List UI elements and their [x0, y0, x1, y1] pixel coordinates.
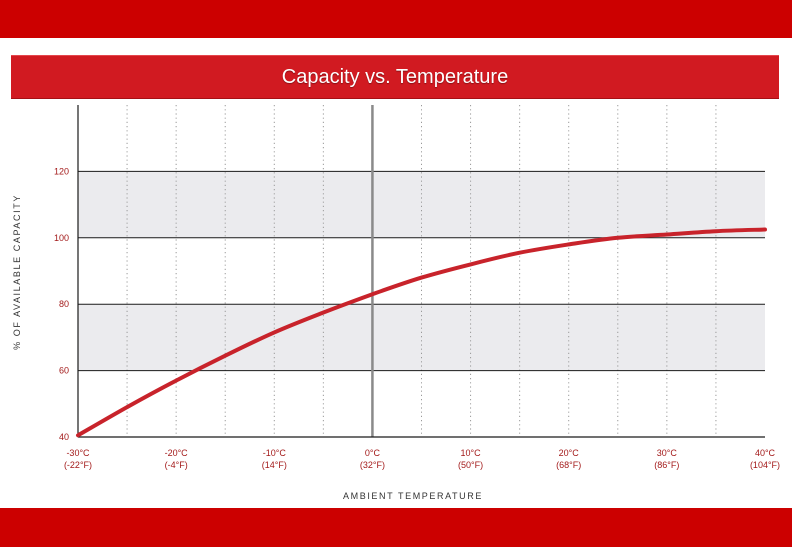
x-tick-label: 30°C [657, 448, 678, 458]
x-tick-sublabel: (86°F) [654, 460, 679, 470]
x-tick-sublabel: (104°F) [750, 460, 780, 470]
y-axis-title: % OF AVAILABLE CAPACITY [12, 194, 22, 350]
x-tick-sublabel: (68°F) [556, 460, 581, 470]
grid-lines [78, 105, 765, 437]
axes [77, 105, 765, 438]
y-tick-label: 80 [59, 299, 69, 309]
shaded-band-1 [78, 171, 765, 238]
x-tick-label: 40°C [755, 448, 776, 458]
x-axis-title: AMBIENT TEMPERATURE [343, 491, 483, 501]
x-tick-sublabel: (-22°F) [64, 460, 92, 470]
bottom-red-band [0, 508, 792, 547]
tick-labels: 40 60 80 100 120 -30°C (-22°F) -20°C (-4°F) -10°C… [54, 166, 780, 470]
chart-title: Capacity vs. Temperature [281, 65, 509, 88]
shaded-band-0 [78, 304, 765, 371]
chart-title-bar: Capacity vs. Temperature [11, 55, 779, 99]
top-red-band [0, 0, 792, 38]
x-tick-label: -20°C [165, 448, 189, 458]
x-tick-label: 0°C [365, 448, 381, 458]
x-tick-label: -30°C [66, 448, 90, 458]
x-tick-label: 20°C [559, 448, 580, 458]
series-layer [76, 227, 767, 438]
y-tick-label: 60 [59, 366, 69, 376]
y-tick-label: 100 [54, 233, 69, 243]
y-tick-label: 40 [59, 432, 69, 442]
x-tick-sublabel: (-4°F) [165, 460, 188, 470]
x-tick-label: -10°C [263, 448, 287, 458]
x-tick-label: 10°C [461, 448, 482, 458]
x-tick-sublabel: (50°F) [458, 460, 483, 470]
x-tick-sublabel: (14°F) [262, 460, 287, 470]
shaded-bands [78, 171, 765, 371]
x-tick-sublabel: (32°F) [360, 460, 385, 470]
capacity-curve-0 [76, 227, 767, 438]
y-tick-label: 120 [54, 166, 69, 176]
